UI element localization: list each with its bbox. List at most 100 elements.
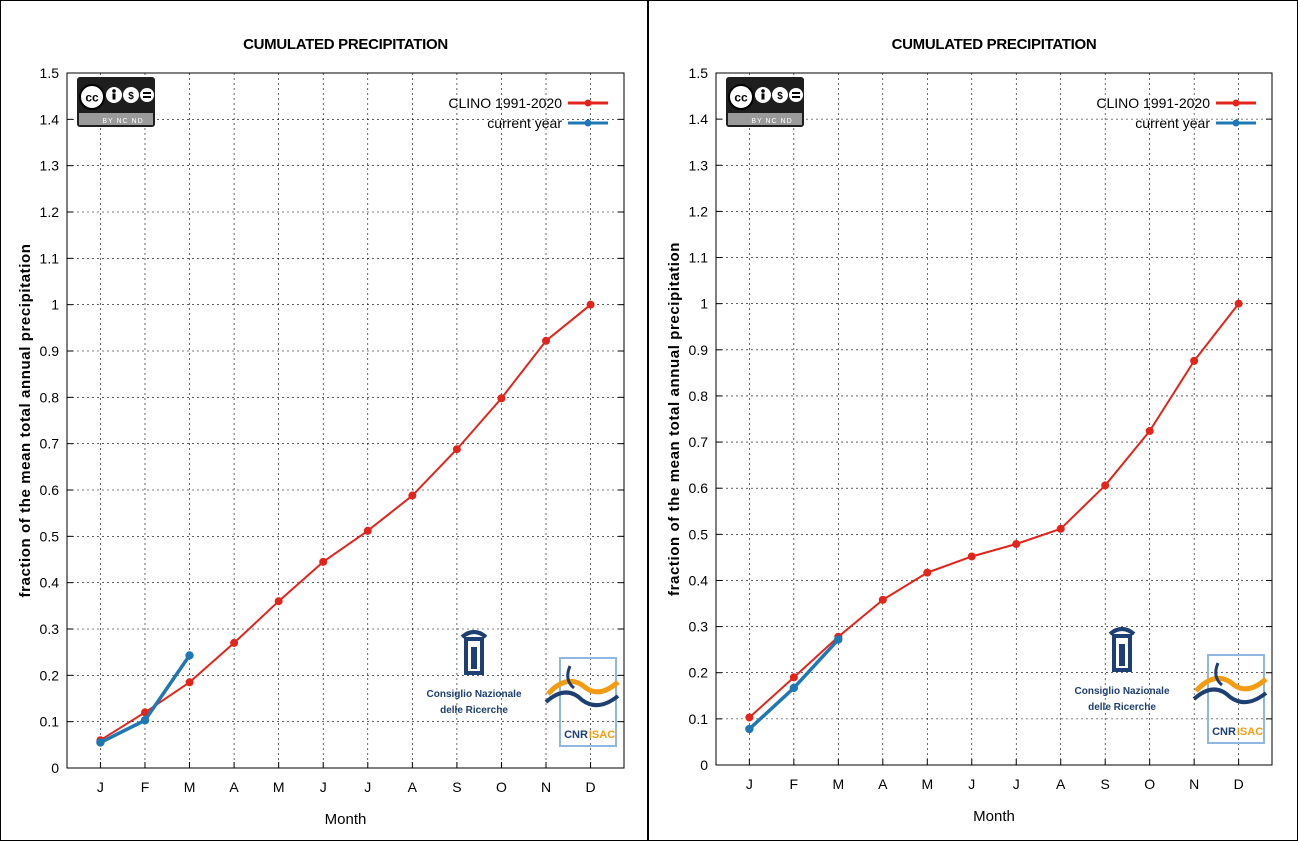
x-tick-label: S xyxy=(452,779,461,795)
chart-panel-right: CUMULATED PRECIPITATION 0 0.1 0.2 0.3 0.4 0.5 0… xyxy=(649,1,1296,839)
cnr-emblem-arch xyxy=(460,630,488,639)
clino-data-point xyxy=(878,595,887,604)
nd-bar-icon xyxy=(143,96,151,98)
legend-label: current year xyxy=(487,115,562,131)
x-tick-label: J xyxy=(320,779,327,795)
cnr-emblem-inner xyxy=(1119,644,1125,666)
x-tick-label: J xyxy=(1013,776,1020,792)
current-year-data-point xyxy=(140,716,150,725)
current-year-data-point xyxy=(185,651,194,660)
nc-icon xyxy=(123,87,139,103)
clino-series-line xyxy=(99,303,592,742)
isac-wave-blue xyxy=(544,690,620,708)
cnr-emblem-inner xyxy=(471,647,477,669)
y-tick-label: 0.3 xyxy=(40,621,60,637)
y-tick-label: 0 xyxy=(700,757,708,773)
chart-panel-left: CUMULATED PRECIPITATION 0 0.1 0.2 0.3 0.4 0.5 0… xyxy=(1,1,646,839)
clino-data-point xyxy=(1190,356,1199,365)
y-tick-label: 1.4 xyxy=(689,111,709,127)
nd-icon xyxy=(140,88,154,102)
cnr-name-line1: Consiglio Nazionale xyxy=(1074,686,1169,697)
y-tick-label: 0.7 xyxy=(689,434,709,450)
clino-data-point xyxy=(497,394,506,403)
y-tick-label: 0 xyxy=(51,760,59,776)
y-tick-label: 1.1 xyxy=(689,250,709,266)
y-tick-label: 1.2 xyxy=(40,204,60,220)
legend-label: CLINO 1991-2020 xyxy=(1096,95,1210,111)
legend-marker xyxy=(584,119,592,127)
isac-wave-blue xyxy=(1192,687,1268,705)
y-tick-label: 0.9 xyxy=(689,342,709,358)
y-tick-label: 0.2 xyxy=(689,665,709,681)
cc-license-logo: cc $ BY NC ND xyxy=(726,77,804,127)
clino-data-point xyxy=(408,491,417,500)
isac-frame xyxy=(559,657,617,747)
cnr-institute-logo: Consiglio Nazionale delle Ricerche xyxy=(1074,627,1170,713)
x-tick-label: M xyxy=(832,776,844,792)
clino-data-point xyxy=(923,568,932,577)
x-tick-label: N xyxy=(1189,776,1199,792)
x-tick-label: J xyxy=(97,779,104,795)
cc-badge-strip xyxy=(728,113,802,125)
cnr-name-line1: Consiglio Nazionale xyxy=(426,689,521,700)
clino-data-point xyxy=(1234,299,1243,308)
y-tick-label: 1.5 xyxy=(40,65,60,81)
cc-icon xyxy=(728,84,754,110)
clino-data-point xyxy=(319,557,328,566)
clino-data-point xyxy=(1012,540,1021,549)
x-tick-label: S xyxy=(1101,776,1110,792)
nd-bar-icon xyxy=(143,92,151,94)
y-tick-label: 0.4 xyxy=(40,575,60,591)
x-tick-label: D xyxy=(1234,776,1244,792)
cnr-emblem-outer xyxy=(464,637,484,675)
cc-badge-text: BY NC ND xyxy=(751,118,792,125)
clino-data-point xyxy=(1101,481,1110,490)
clino-data-point xyxy=(1056,524,1065,533)
y-tick-label: 0.8 xyxy=(689,388,709,404)
isac-badge-cnr: CNR xyxy=(1212,726,1236,738)
isac-badge-cnr: CNR xyxy=(564,729,588,741)
by-head-icon xyxy=(112,89,116,93)
cnr-isac-logo: CNR ISAC xyxy=(544,657,620,747)
y-tick-label: 0.4 xyxy=(689,572,709,588)
legend-marker xyxy=(1232,119,1240,127)
y-tick-label: 1.4 xyxy=(40,111,60,127)
current-year-data-point xyxy=(834,635,843,644)
x-tick-label: J xyxy=(364,779,371,795)
cumulated-precipitation-chart-right: CUMULATED PRECIPITATION 0 0.1 0.2 0.3 0.4 0.5 0… xyxy=(666,36,1273,825)
x-tick-label: M xyxy=(184,779,196,795)
nd-icon xyxy=(789,88,803,102)
chart-title: CUMULATED PRECIPITATION xyxy=(243,36,448,53)
y-axis-label: fraction of the mean total annual precip… xyxy=(17,243,34,597)
x-tick-label: F xyxy=(141,779,150,795)
cc-icon xyxy=(79,84,105,110)
legend-marker xyxy=(1232,99,1240,107)
panel-divider xyxy=(647,0,649,841)
y-tick-label: 0.1 xyxy=(40,714,60,730)
clino-data-point xyxy=(274,597,283,606)
legend-label: CLINO 1991-2020 xyxy=(448,95,562,111)
by-body-icon xyxy=(112,93,116,100)
cc-badge-text: BY NC ND xyxy=(102,118,143,125)
cc-badge-strip xyxy=(79,113,153,125)
cnr-emblem-outer xyxy=(1112,634,1132,672)
isac-swirl xyxy=(1214,662,1224,687)
isac-swirl xyxy=(566,665,576,690)
plot-area-border xyxy=(715,72,1273,766)
x-tick-label: A xyxy=(1056,776,1066,792)
y-tick-label: 1.1 xyxy=(40,250,60,266)
nc-icon xyxy=(772,87,788,103)
clino-data-point xyxy=(789,673,798,682)
cc-glyph: cc xyxy=(734,91,748,105)
y-tick-label: 1.3 xyxy=(689,157,709,173)
clino-data-point xyxy=(185,678,194,687)
clino-data-point xyxy=(967,552,976,561)
x-tick-label: A xyxy=(408,779,418,795)
x-tick-label: M xyxy=(273,779,285,795)
y-tick-label: 0.7 xyxy=(40,436,60,452)
y-tick-label: 0.5 xyxy=(40,528,60,544)
y-tick-label: 0.5 xyxy=(689,526,709,542)
cnr-name-line2: delle Ricerche xyxy=(1088,702,1156,713)
current-year-data-point xyxy=(745,724,754,734)
clino-data-point xyxy=(363,526,372,535)
